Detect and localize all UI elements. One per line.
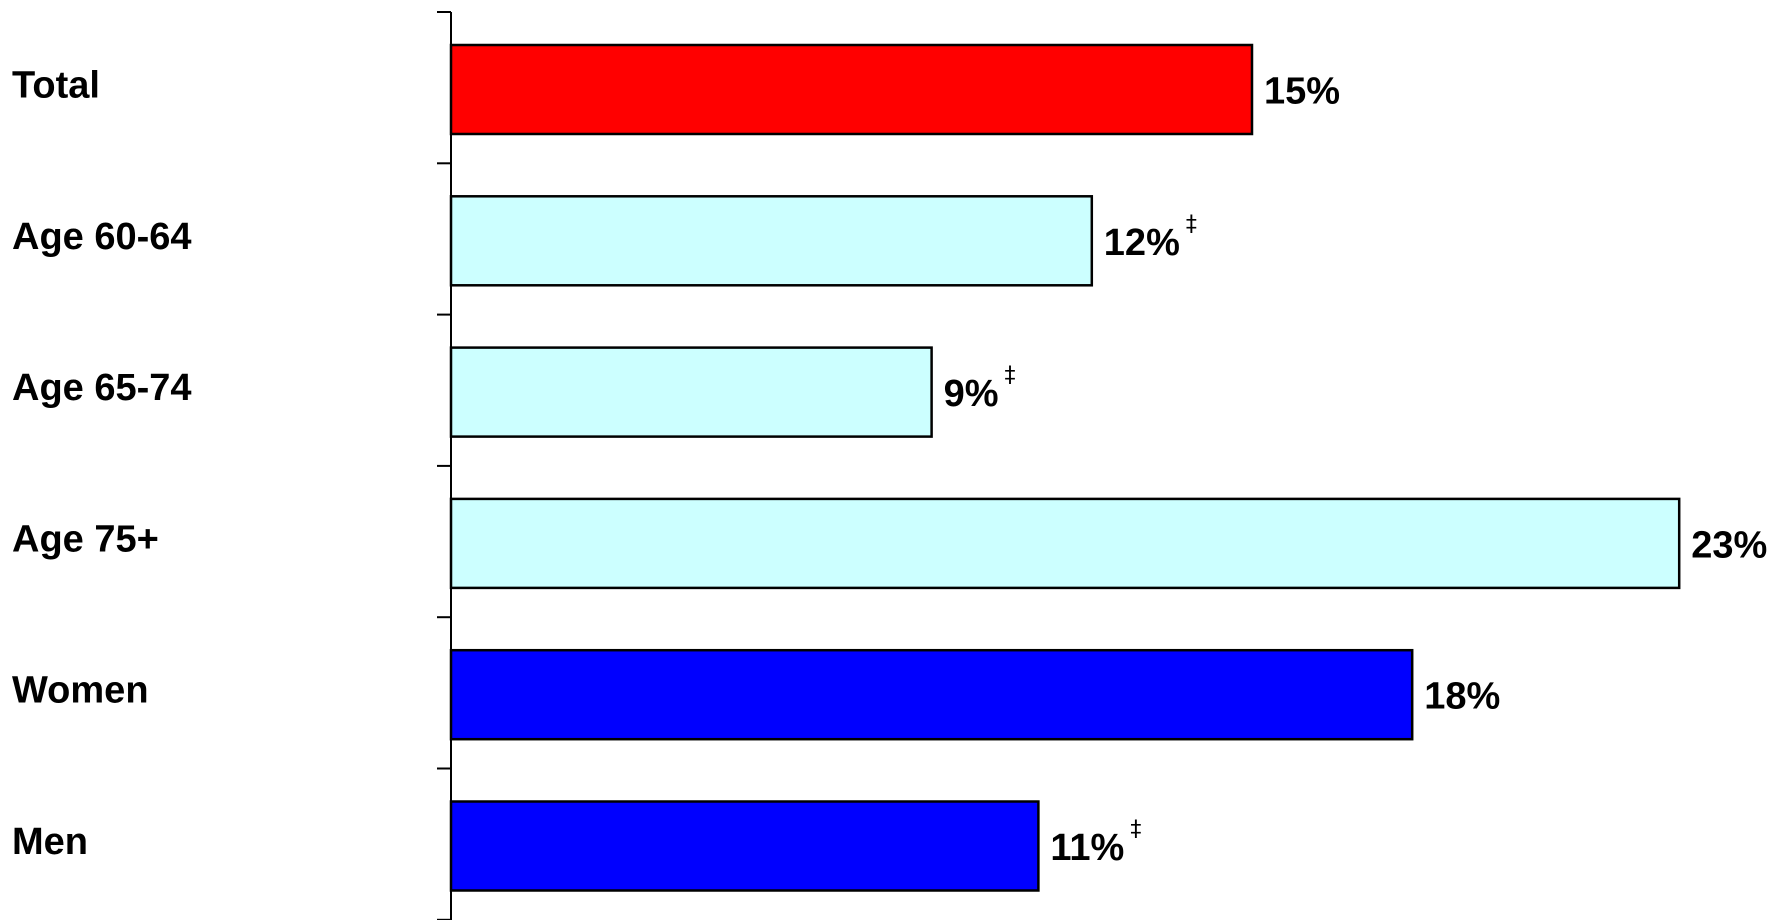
footnote-mark: ‡ <box>1130 817 1141 842</box>
value-label: 18% <box>1424 676 1500 718</box>
value-labels: 15%12% ‡9% ‡23%18%11% ‡ <box>944 71 1768 870</box>
bars <box>449 43 1681 892</box>
value-label: 12% <box>1104 222 1180 264</box>
bar-women <box>449 648 1414 741</box>
category-label: Age 60-64 <box>12 216 192 258</box>
bar-age-65-74 <box>449 346 933 438</box>
category-label: Women <box>12 670 149 712</box>
value-label: 11% <box>1050 827 1124 869</box>
category-label: Age 75+ <box>12 518 159 560</box>
category-label: Age 65-74 <box>12 367 192 409</box>
axis <box>437 11 452 920</box>
bar-total <box>449 43 1254 136</box>
value-label: 9% <box>944 373 999 415</box>
value-label: 15% <box>1264 71 1340 113</box>
bar-men <box>449 800 1040 892</box>
footnote-mark: ‡ <box>1186 212 1197 237</box>
bar-age-75- <box>449 497 1681 590</box>
value-label: 23% <box>1691 524 1767 566</box>
footnote-mark: ‡ <box>1005 363 1016 388</box>
category-labels: Total Age 60-64 Age 65-74 Age 75+ Women Men <box>12 65 192 864</box>
category-label: Men <box>12 821 88 863</box>
bar-age-60-64 <box>449 195 1094 287</box>
category-label: Total <box>12 65 100 107</box>
